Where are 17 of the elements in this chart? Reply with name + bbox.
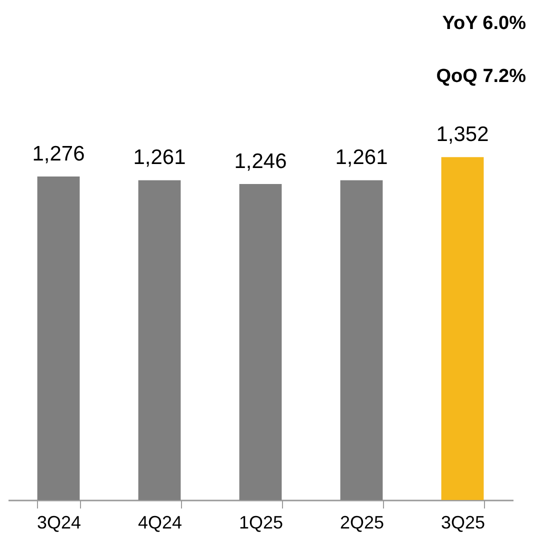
- bar: [441, 157, 484, 500]
- x-tick-label: 3Q24: [36, 512, 82, 532]
- data-label: 1,352: [436, 123, 489, 146]
- bar: [239, 184, 282, 500]
- data-label: 1,246: [234, 150, 287, 174]
- x-tick-label: 2Q25: [340, 512, 384, 532]
- text: YoY 6.0%: [442, 13, 526, 34]
- x-tick-label: 1Q25: [238, 512, 284, 532]
- bar: [37, 176, 80, 500]
- data-label: 1,261: [133, 146, 186, 170]
- data-label: 1,261: [335, 146, 388, 170]
- x-tick-label: 3Q25: [440, 512, 486, 532]
- data-label: 1,276: [32, 142, 85, 166]
- bar: [138, 180, 181, 500]
- bar: [340, 180, 383, 500]
- text: QoQ 7.2%: [436, 66, 526, 87]
- x-tick-label: 4Q24: [138, 512, 182, 532]
